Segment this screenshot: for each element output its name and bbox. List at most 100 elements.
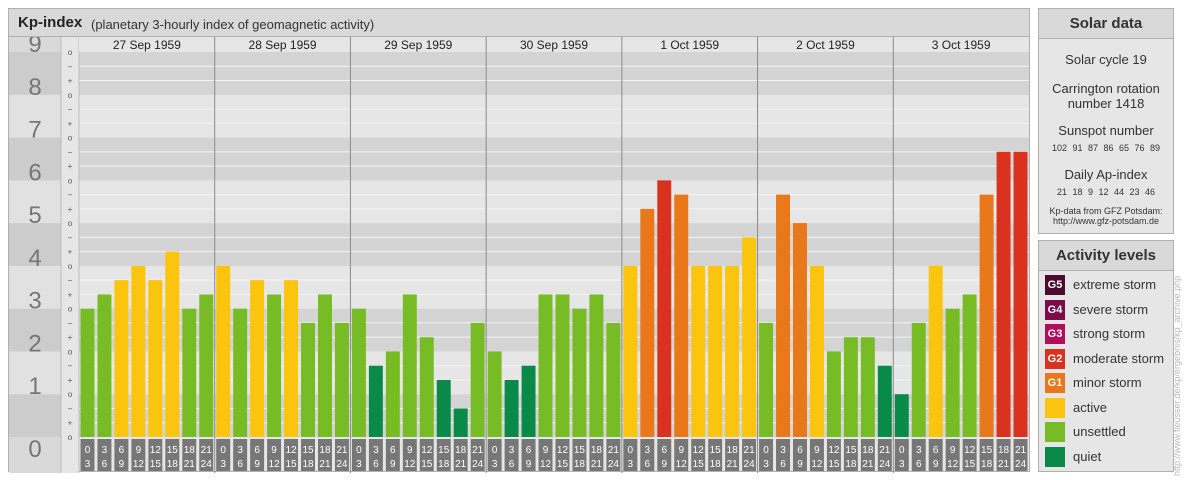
interval-cell [640, 439, 655, 471]
interval-end-label: 3 [763, 459, 769, 470]
interval-end-label: 12 [133, 459, 145, 470]
kp-bar [860, 337, 875, 437]
kp-bar [826, 351, 841, 437]
interval-end-label: 6 [780, 459, 786, 470]
interval-start-label: 12 [557, 445, 569, 456]
activity-level-moderate-storm: G2 moderate storm [1045, 348, 1173, 369]
interval-cell [453, 439, 468, 471]
interval-end-label: 21 [727, 459, 739, 470]
interval-end-label: 15 [421, 459, 433, 470]
solar-cycle: Solar cycle 19 [1065, 52, 1147, 67]
kp-bar [623, 265, 638, 437]
interval-start-label: 15 [438, 445, 450, 456]
chart-subtitle: (planetary 3-hourly index of geomagnetic… [91, 17, 375, 32]
activity-level-label: quiet [1073, 448, 1102, 464]
interval-start-label: 18 [455, 445, 467, 456]
y-axis-band [9, 265, 61, 309]
activity-level-swatch: G1 [1045, 373, 1065, 393]
y-minor-label: o [68, 134, 73, 143]
y-minor-label: o [68, 433, 73, 442]
interval-end-label: 3 [628, 459, 634, 470]
interval-end-label: 21 [184, 459, 196, 470]
carrington-rotation-label: Carrington rotation [1052, 81, 1160, 96]
day-label: 27 Sep 1959 [113, 38, 181, 52]
interval-start-label: 3 [509, 445, 515, 456]
kp-bar [776, 194, 790, 437]
interval-start-label: 18 [591, 445, 603, 456]
daily-ap-values: 21 18 9 12 44 23 46 [1056, 187, 1156, 197]
interval-cell [97, 439, 112, 471]
kp-bar [301, 322, 315, 437]
interval-start-label: 6 [119, 445, 125, 456]
interval-start-label: 9 [407, 445, 413, 456]
interval-cell [267, 439, 282, 471]
y-tick-label: 7 [28, 117, 41, 144]
interval-cell [318, 439, 332, 471]
data-source-link[interactable]: http://www.gfz-potsdam.de [1052, 216, 1160, 226]
kp-bar [521, 365, 536, 437]
interval-end-label: 3 [899, 459, 905, 470]
kp-band [79, 94, 1029, 138]
interval-start-label: 12 [693, 445, 705, 456]
y-minor-label: + [68, 333, 73, 342]
interval-cell [809, 439, 824, 471]
interval-end-label: 18 [981, 459, 993, 470]
kp-bar [318, 294, 332, 437]
kp-bar [504, 379, 519, 437]
interval-start-label: 9 [543, 445, 549, 456]
kp-bar [436, 379, 451, 437]
interval-start-label: 18 [727, 445, 739, 456]
activity-level-swatch: G3 [1045, 324, 1065, 344]
interval-start-label: 6 [254, 445, 260, 456]
interval-cell [131, 439, 146, 471]
interval-start-label: 12 [150, 445, 162, 456]
interval-cell [114, 439, 129, 471]
activity-level-label: severe storm [1073, 301, 1149, 317]
kp-bar [334, 322, 349, 437]
interval-start-label: 6 [390, 445, 396, 456]
interval-cell [233, 439, 248, 471]
interval-cell [419, 439, 434, 471]
activity-level-label: extreme storm [1073, 277, 1157, 292]
chart-header: Kp-index (planetary 3-hourly index of ge… [9, 9, 1029, 37]
y-minor-label: − [68, 191, 73, 200]
y-axis-band [9, 180, 61, 224]
interval-cell [351, 439, 366, 471]
kp-bar [657, 180, 672, 438]
y-tick-label: 0 [28, 436, 41, 463]
interval-cell [911, 439, 926, 471]
interval-cell [894, 439, 909, 471]
y-tick-label: 8 [28, 74, 41, 101]
y-minor-label: + [68, 419, 73, 428]
interval-end-label: 9 [390, 459, 396, 470]
interval-end-label: 12 [811, 459, 823, 470]
kp-bar [419, 337, 434, 437]
interval-cell [250, 439, 265, 471]
interval-start-label: 3 [645, 445, 651, 456]
interval-start-label: 9 [950, 445, 956, 456]
activity-level-quiet: quiet [1045, 446, 1173, 467]
interval-start-label: 21 [201, 445, 213, 456]
y-minor-label: − [68, 233, 73, 242]
interval-cell [436, 439, 451, 471]
y-tick-label: 4 [28, 245, 41, 272]
kp-bar [708, 265, 723, 437]
interval-end-label: 18 [574, 459, 586, 470]
interval-cell [182, 439, 197, 471]
kp-bar [402, 294, 417, 437]
interval-start-label: 9 [678, 445, 684, 456]
interval-cell [623, 439, 638, 471]
y-minor-label: o [68, 305, 73, 314]
solar-data-title: Solar data [1039, 9, 1173, 39]
activity-level-swatch: G5 [1045, 275, 1065, 295]
interval-start-label: 15 [574, 445, 586, 456]
interval-end-label: 24 [744, 459, 756, 470]
interval-start-label: 18 [862, 445, 874, 456]
y-minor-label: o [68, 390, 73, 399]
interval-cell [945, 439, 960, 471]
interval-start-label: 3 [237, 445, 243, 456]
interval-end-label: 9 [526, 459, 532, 470]
interval-cell [996, 439, 1011, 471]
activity-levels-panel: Activity levels G5 extreme storm G4 severe … [1038, 240, 1174, 472]
interval-start-label: 21 [879, 445, 891, 456]
